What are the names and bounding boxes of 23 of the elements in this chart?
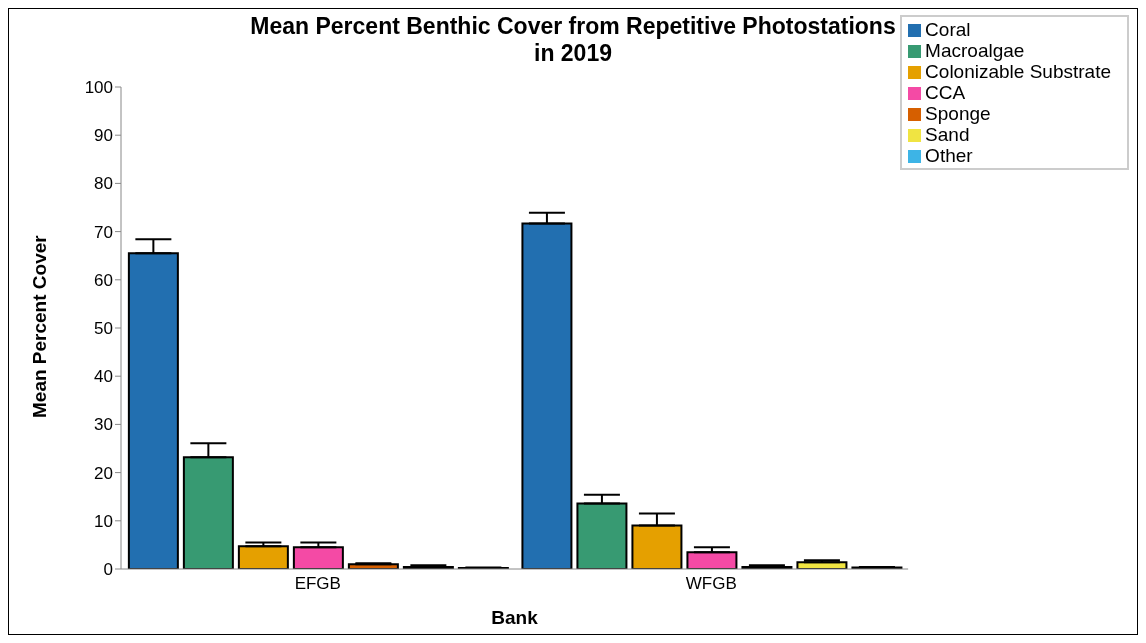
y-tick-label: 90 [94,126,113,146]
y-tick-label: 20 [94,463,113,483]
x-axis-title: Bank [491,607,539,628]
y-tick-label: 60 [94,270,113,290]
y-tick-label: 50 [94,319,113,339]
y-tick-label: 40 [94,367,113,387]
y-tick-label: 70 [94,222,113,242]
y-tick-label: 0 [103,560,113,580]
y-tick-label: 30 [94,415,113,435]
chart-title: Mean Percent Benthic Cover from Repetitive Photostations in 2019 [250,13,896,66]
y-tick-label: 80 [94,174,113,194]
legend-label: Sponge [925,103,991,124]
legend-label: Colonizable Substrate [925,61,1111,82]
x-tick-label: EFGB [294,574,341,594]
y-tick-label: 10 [94,511,113,531]
x-tick-label: WFGB [685,574,737,594]
legend-label: Coral [925,19,971,40]
legend-label: Sand [925,124,970,145]
y-tick-label: 100 [84,78,113,98]
legend-label: Macroalgae [925,40,1025,61]
y-axis-title: Mean Percent Cover [28,234,50,418]
legend-label: CCA [925,82,966,103]
legend-label: Other [925,145,973,166]
